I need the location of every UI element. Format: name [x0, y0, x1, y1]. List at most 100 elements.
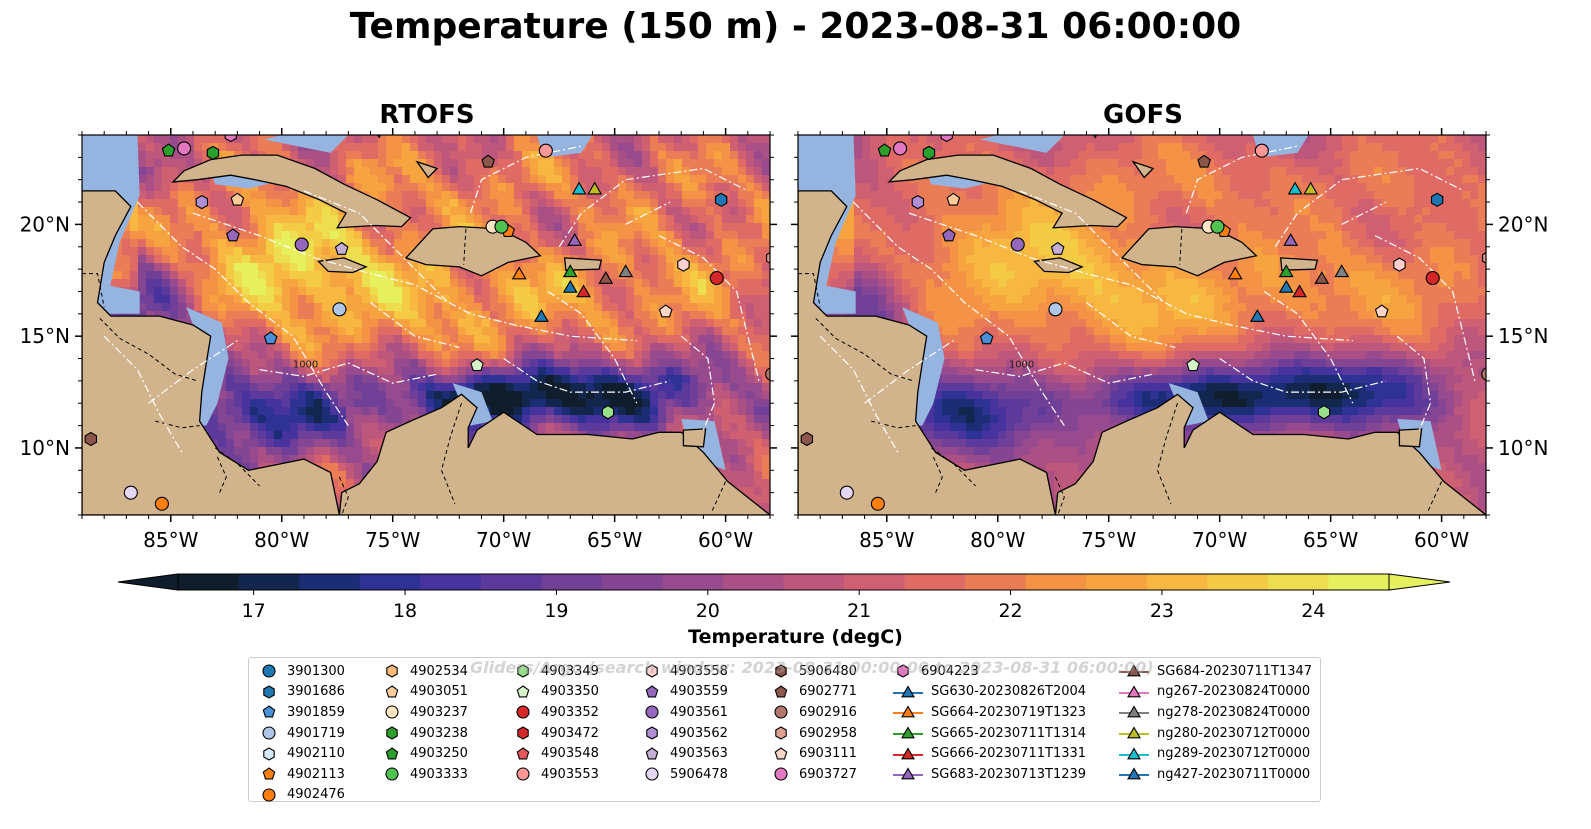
legend-marker-6902771 — [774, 685, 788, 698]
country-border — [82, 273, 105, 308]
land-mass — [1120, 225, 1258, 277]
legend-label: 4902476 — [287, 787, 345, 803]
platform-marker-6902958 — [1482, 252, 1486, 264]
colorbar-bin — [299, 574, 361, 590]
lon-tick-label: 70°W — [1192, 528, 1247, 552]
platform-marker-ng280-20230712T0000 — [587, 181, 603, 195]
platform-marker-4903352 — [1425, 271, 1440, 286]
land-mass — [1131, 160, 1155, 179]
legend-label: ng278-20230824T0000 — [1157, 704, 1311, 720]
country-border — [463, 228, 467, 265]
colorbar-tick-label: 19 — [544, 600, 568, 622]
legend-marker-5906480 — [775, 664, 787, 678]
lat-tick-label: 20°N — [1498, 212, 1548, 236]
land-mass — [1047, 135, 1052, 136]
platform-marker-6904223 — [224, 135, 237, 143]
platform-marker-5906478 — [123, 485, 138, 500]
platform-marker-4902476 — [870, 496, 885, 511]
legend-item: ng289-20230712T0000 — [1119, 743, 1312, 764]
eez-boundary — [819, 335, 899, 453]
map-frame — [81, 134, 771, 516]
legend-item: SG666-20230711T1331 — [893, 743, 1086, 764]
colorbar-tick-label: 23 — [1150, 600, 1174, 622]
map-frame — [797, 134, 1487, 516]
legend-marker-4903237 — [385, 705, 399, 720]
colorbar-label: Temperature (degC) — [688, 626, 903, 648]
legend-item: 4902110 — [259, 743, 345, 764]
lon-tick-label: 65°W — [1303, 528, 1358, 552]
colorbar-bin — [722, 574, 784, 590]
platform-marker-3901859 — [979, 331, 994, 345]
legend-label: 4903562 — [670, 725, 728, 741]
legend-item: 4903352 — [513, 702, 599, 723]
legend-marker-3901686 — [263, 685, 275, 699]
colorbar-bin — [1146, 574, 1208, 590]
colorbar: 17 18 19 20 21 22 23 24 — [117, 573, 1451, 622]
legend-label: 4903349 — [541, 663, 599, 679]
land-mass — [1033, 257, 1084, 274]
legend-item: 3901300 — [259, 661, 345, 682]
platform-marker-4903250 — [161, 143, 176, 157]
lon-tick-label: 60°W — [698, 528, 753, 552]
platform-marker-5906478 — [839, 485, 854, 500]
colorbar-bin — [541, 574, 603, 590]
platform-marker-4903238 — [206, 145, 220, 161]
legend-marker-4903051 — [385, 685, 399, 698]
legend-item: 6902771 — [771, 682, 857, 703]
legend-column: 3901300 3901686 3901859 4901719 4902110 49021… — [259, 661, 345, 805]
platform-marker-4903350 — [470, 358, 484, 372]
legend-label: 5906478 — [670, 766, 728, 782]
legend-label: ng289-20230712T0000 — [1157, 746, 1311, 762]
platform-marker-4903559 — [226, 228, 240, 242]
isobath-label: 1000 — [293, 359, 318, 370]
legend-marker-4903562 — [646, 726, 658, 740]
land-mass — [798, 190, 1057, 515]
legend-item: 4903553 — [513, 764, 599, 785]
platform-marker-SG684-20230711T1347 — [1314, 270, 1330, 284]
legend-marker-SG666-20230711T1331 — [901, 747, 915, 760]
platform-marker-4903561 — [1010, 237, 1025, 252]
legend-marker-4903349 — [517, 664, 529, 678]
legend-marker-SG665-20230711T1314 — [901, 726, 915, 739]
legend-item: SG665-20230711T1314 — [893, 723, 1086, 744]
land-mass — [415, 160, 439, 179]
legend-item: 6902916 — [771, 702, 857, 723]
platform-marker-4903333 — [1210, 219, 1225, 234]
platform-marker-4901719 — [332, 302, 347, 317]
shelf-area — [264, 135, 349, 153]
legend-label: 4901719 — [287, 725, 345, 741]
eez-boundary — [908, 212, 1353, 342]
legend-item: 4902534 — [382, 661, 468, 682]
country-border — [1179, 228, 1183, 265]
colorbar-tick-label: 20 — [696, 600, 720, 622]
platform-marker-6902771 — [1197, 154, 1211, 168]
legend-marker-4903548 — [516, 746, 530, 760]
legend-item: ng427-20230711T0000 — [1119, 764, 1312, 785]
country-border — [871, 420, 916, 429]
platform-marker-4901719 — [1048, 302, 1063, 317]
legend-item: 4903558 — [642, 661, 728, 682]
country-border — [932, 456, 943, 493]
platform-marker-ng427-20230711T0000 — [562, 279, 578, 293]
legend-label: ng280-20230712T0000 — [1157, 725, 1311, 741]
legend-marker-6902916 — [774, 705, 788, 720]
land-mass — [331, 135, 336, 136]
colorbar-tick-label: 17 — [242, 600, 266, 622]
platform-marker-ng289-20230712T0000 — [1287, 181, 1303, 195]
eez-boundary — [1185, 145, 1298, 214]
colorbar-bin — [420, 574, 482, 590]
legend-marker-4902113 — [262, 767, 276, 780]
legend-label: 4903553 — [541, 766, 599, 782]
colorbar-bin — [1086, 574, 1148, 590]
platform-marker-ng427-20230711T0000 — [1278, 279, 1294, 293]
legend-item: 4901719 — [259, 723, 345, 744]
legend-marker-4903238 — [386, 726, 398, 740]
eez-boundary — [303, 190, 449, 304]
platform-marker-4903563 — [334, 241, 349, 255]
country-border — [216, 456, 227, 493]
legend-marker-ng278-20230824T0000 — [1127, 705, 1141, 718]
legend-item: 4903051 — [382, 682, 468, 703]
colorbar-bin — [1025, 574, 1087, 590]
legend-marker-5906478 — [645, 767, 659, 781]
lat-tick-label: 20°N — [20, 212, 70, 236]
